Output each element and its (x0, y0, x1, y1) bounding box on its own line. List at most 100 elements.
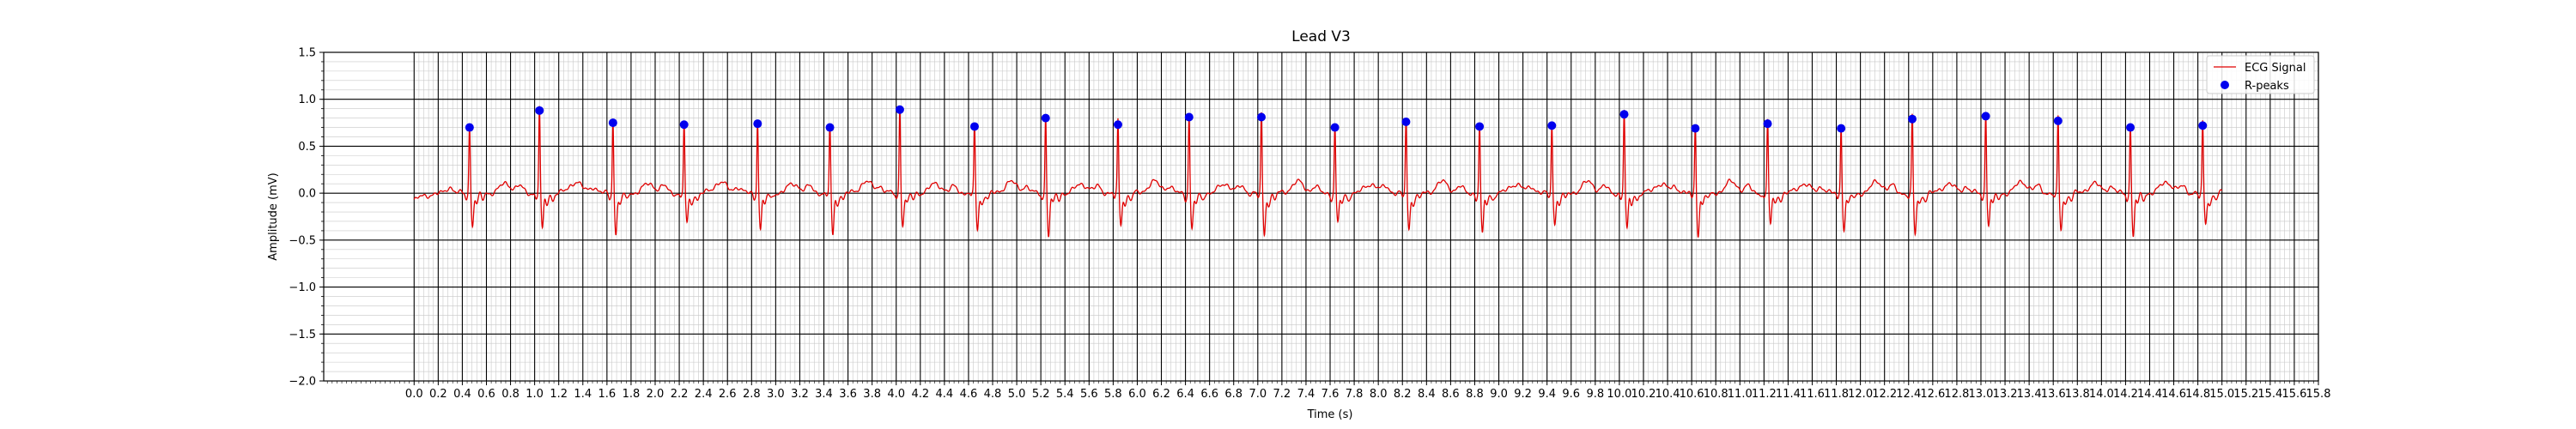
x-tick-label: 11.4 (1776, 388, 1801, 401)
r-peak-point (2126, 123, 2136, 132)
legend-label-ecg-signal: ECG Signal (2245, 62, 2306, 75)
x-tick-label: 2.4 (695, 388, 713, 401)
x-tick-label: 5.4 (1056, 388, 1074, 401)
x-tick-label: 13.6 (2041, 388, 2066, 401)
x-tick-label: 11.2 (1752, 388, 1777, 401)
r-peak-point (1401, 117, 1411, 126)
x-tick-label: 3.4 (815, 388, 833, 401)
x-tick-label: 5.2 (1032, 388, 1050, 401)
x-tick-label: 6.2 (1152, 388, 1170, 401)
minor-grid (324, 51, 2319, 382)
x-tick-label: 15.0 (2209, 388, 2234, 401)
y-tick-label: 0.0 (298, 188, 316, 201)
r-peak-point (608, 118, 617, 128)
plot-frame (323, 51, 2319, 382)
x-tick-label: 8.4 (1418, 388, 1436, 401)
r-peak-point (1619, 110, 1629, 119)
x-tick-label: 8.8 (1466, 388, 1484, 401)
r-peak-point (1041, 113, 1050, 123)
x-tick-label: 1.4 (574, 388, 592, 401)
y-axis-label: Amplitude (mV) (267, 172, 280, 260)
x-tick-label: 1.8 (623, 388, 641, 401)
x-tick-label: 4.2 (911, 388, 929, 401)
x-tick-label: 0.0 (405, 388, 423, 401)
r-peak-point (679, 120, 689, 130)
x-tick-label: 0.4 (453, 388, 471, 401)
x-tick-label: 3.0 (767, 388, 785, 401)
x-tick-label: 13.8 (2065, 388, 2090, 401)
legend-box (2206, 55, 2315, 94)
x-tick-label: 9.2 (1514, 388, 1532, 401)
x-tick-label: 6.4 (1176, 388, 1194, 401)
x-tick-label: 10.2 (1631, 388, 1656, 401)
r-peak-point (753, 119, 762, 129)
x-tick-label: 15.4 (2257, 388, 2282, 401)
x-tick-label: 2.2 (671, 388, 689, 401)
x-tick-label: 12.4 (1896, 388, 1921, 401)
x-tick-label: 1.2 (550, 388, 568, 401)
r-peak-point (465, 123, 474, 132)
x-tick-label: 10.6 (1680, 388, 1704, 401)
r-peak-point (2053, 116, 2063, 125)
r-peak-point (1981, 112, 1990, 121)
r-peak-point (895, 105, 904, 114)
x-tick-label: 2.0 (647, 388, 665, 401)
y-tick-label: −1.5 (289, 329, 316, 341)
y-tick-label: 1.0 (298, 94, 316, 106)
x-tick-label: 5.8 (1104, 388, 1122, 401)
ecg-signal-layer (413, 106, 2223, 238)
r-peak-point (1257, 112, 1267, 122)
x-tick-label: 2.8 (743, 388, 761, 401)
r-peak-point (969, 122, 979, 131)
r-peak-point (1907, 114, 1917, 124)
x-tick-label: 15.6 (2281, 388, 2306, 401)
x-tick-label: 14.6 (2161, 388, 2186, 401)
x-tick-label: 3.8 (863, 388, 881, 401)
x-tick-label: 6.6 (1200, 388, 1218, 401)
x-tick-label: 12.2 (1872, 388, 1897, 401)
x-tick-label: 9.6 (1562, 388, 1580, 401)
y-tick-label: 1.5 (298, 47, 316, 60)
x-tick-label: 1.6 (598, 388, 617, 401)
x-tick-label: 4.4 (936, 388, 954, 401)
r-peak-point (1113, 120, 1122, 130)
legend-label-r-peaks: R-peaks (2245, 80, 2289, 93)
r-peak-point (2198, 121, 2208, 130)
r-peak-point (1184, 112, 1194, 122)
x-tick-label: 11.8 (1824, 388, 1849, 401)
x-tick-label: 7.8 (1346, 388, 1364, 401)
ecg-signal-line (413, 106, 2223, 238)
y-tick-label: −0.5 (289, 234, 316, 247)
x-tick-label: 4.6 (960, 388, 978, 401)
x-tick-label: 14.0 (2089, 388, 2114, 401)
x-tick-label: 9.4 (1538, 388, 1556, 401)
x-tick-label: 3.2 (791, 388, 809, 401)
x-tick-label: 14.2 (2113, 388, 2138, 401)
r-peak-point (1547, 121, 1557, 130)
r-peak-point (1763, 119, 1772, 129)
x-tick-label: 6.0 (1128, 388, 1146, 401)
x-tick-label: 7.4 (1297, 388, 1315, 401)
legend-r-peaks-marker (2221, 81, 2229, 89)
x-tick-label: 0.8 (501, 388, 519, 401)
x-tick-label: 14.8 (2185, 388, 2210, 401)
x-tick-label: 6.8 (1224, 388, 1242, 401)
x-tick-label: 12.8 (1944, 388, 1969, 401)
r-peak-point (1837, 124, 1846, 133)
x-axis-label: Time (s) (1307, 408, 1353, 421)
x-tick-label: 13.2 (1993, 388, 2018, 401)
x-tick-label: 7.6 (1321, 388, 1340, 401)
x-tick-label: 8.6 (1442, 388, 1460, 401)
x-tick-label: 0.2 (429, 388, 447, 401)
r-peak-point (825, 123, 835, 132)
x-tick-label: 14.4 (2137, 388, 2162, 401)
x-tick-label: 8.0 (1370, 388, 1388, 401)
y-tick-label: −2.0 (289, 376, 316, 389)
r-peak-point (1330, 123, 1340, 132)
x-tick-label: 13.4 (2017, 388, 2042, 401)
x-tick-label: 5.6 (1080, 388, 1098, 401)
x-tick-label: 2.6 (719, 388, 737, 401)
legend: ECG Signal R-peaks (2206, 55, 2315, 94)
x-tick-label: 8.2 (1394, 388, 1412, 401)
